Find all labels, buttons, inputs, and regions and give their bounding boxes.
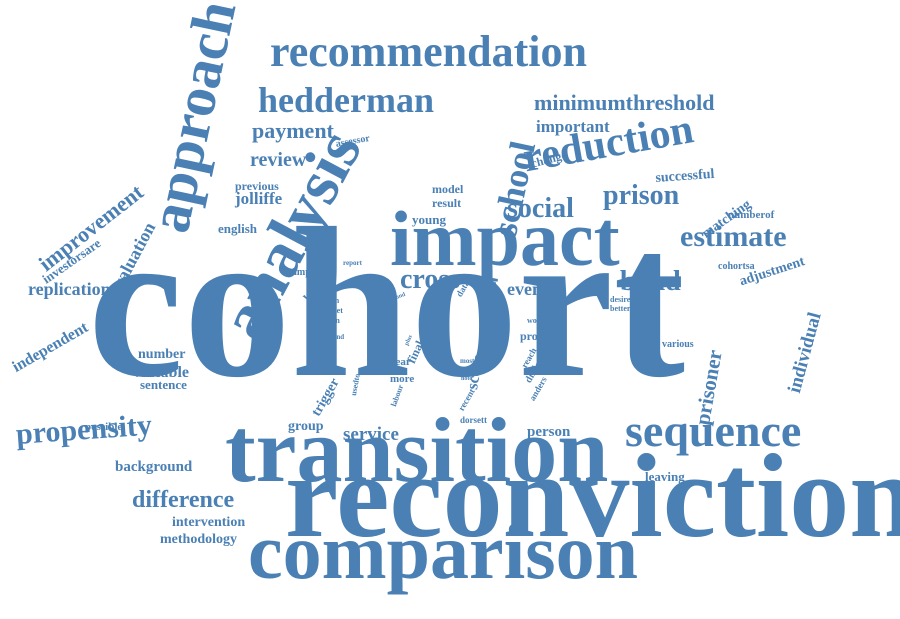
word-successful: successful xyxy=(654,166,715,186)
word-month: month xyxy=(317,296,340,305)
word-sample: sample xyxy=(288,267,318,278)
word-cohortsa: cohortsa xyxy=(718,261,755,272)
word-trend: trend xyxy=(328,333,345,341)
word-replication: replication xyxy=(28,279,111,299)
word-social: social xyxy=(507,193,574,224)
word-numberof: numberof xyxy=(728,209,775,221)
word-group: group xyxy=(288,419,324,434)
word-propensity: propensity xyxy=(14,408,153,451)
word-model: model xyxy=(432,182,464,196)
word-desire: desire xyxy=(610,295,631,304)
word-jolliffe: jolliffe xyxy=(235,189,283,208)
word-prison: prison xyxy=(603,180,680,211)
word-possible: possible xyxy=(85,421,123,433)
word-more: more xyxy=(390,373,415,385)
word-person: person xyxy=(527,424,571,440)
word-minimumthreshold: minimumthreshold xyxy=(534,90,715,115)
word-most: most xyxy=(460,357,475,365)
word-comparison: comparison xyxy=(248,508,638,595)
word-dorsett: dorsett xyxy=(460,415,487,425)
word-sentence: sentence xyxy=(140,377,187,392)
word-proc: proc xyxy=(520,329,544,343)
word-transition: transition xyxy=(225,399,609,501)
word-service: service xyxy=(343,424,399,445)
word-market: market xyxy=(318,306,343,315)
word-impact: impact xyxy=(390,195,620,282)
word-intervention: intervention xyxy=(172,515,246,530)
word-world: world xyxy=(527,316,547,325)
word-team: team xyxy=(460,366,475,374)
word-recommendation: recommendation xyxy=(270,27,587,76)
word-sequence: sequence xyxy=(625,405,802,456)
word-important: important xyxy=(536,117,610,136)
word-year: year xyxy=(390,356,411,368)
word-event: event xyxy=(507,279,548,299)
word-review: review xyxy=(250,149,307,171)
word-report: report xyxy=(343,259,362,267)
word-young: young xyxy=(412,212,446,227)
word-payment: payment xyxy=(252,118,334,143)
word-reconviction: reconviction xyxy=(285,429,900,562)
word-cross: cross xyxy=(400,264,461,295)
word-methodology: methodology xyxy=(160,532,237,547)
word-various: various xyxy=(662,339,694,350)
word-better: better xyxy=(610,304,631,313)
word-bond: bond xyxy=(620,266,681,297)
word-number: number xyxy=(138,347,186,362)
word-individual: individual xyxy=(784,310,826,396)
word-background: background xyxy=(115,459,193,475)
word-variable: variable xyxy=(133,364,189,381)
word-difference: difference xyxy=(132,487,235,513)
word-result: result xyxy=(432,196,462,210)
word-part: part xyxy=(427,318,438,324)
word-option: option xyxy=(318,316,340,325)
word-term: term xyxy=(480,279,497,288)
word-note: note xyxy=(461,376,472,382)
word-estimate: estimate xyxy=(680,220,787,253)
word-leaving: leaving xyxy=(645,469,685,484)
word-independent: independent xyxy=(9,318,92,376)
word-previous: previous xyxy=(235,179,279,193)
word-cohort: cohort xyxy=(88,183,686,422)
word-english: english xyxy=(218,221,258,236)
word-hedderman: hedderman xyxy=(258,80,435,120)
